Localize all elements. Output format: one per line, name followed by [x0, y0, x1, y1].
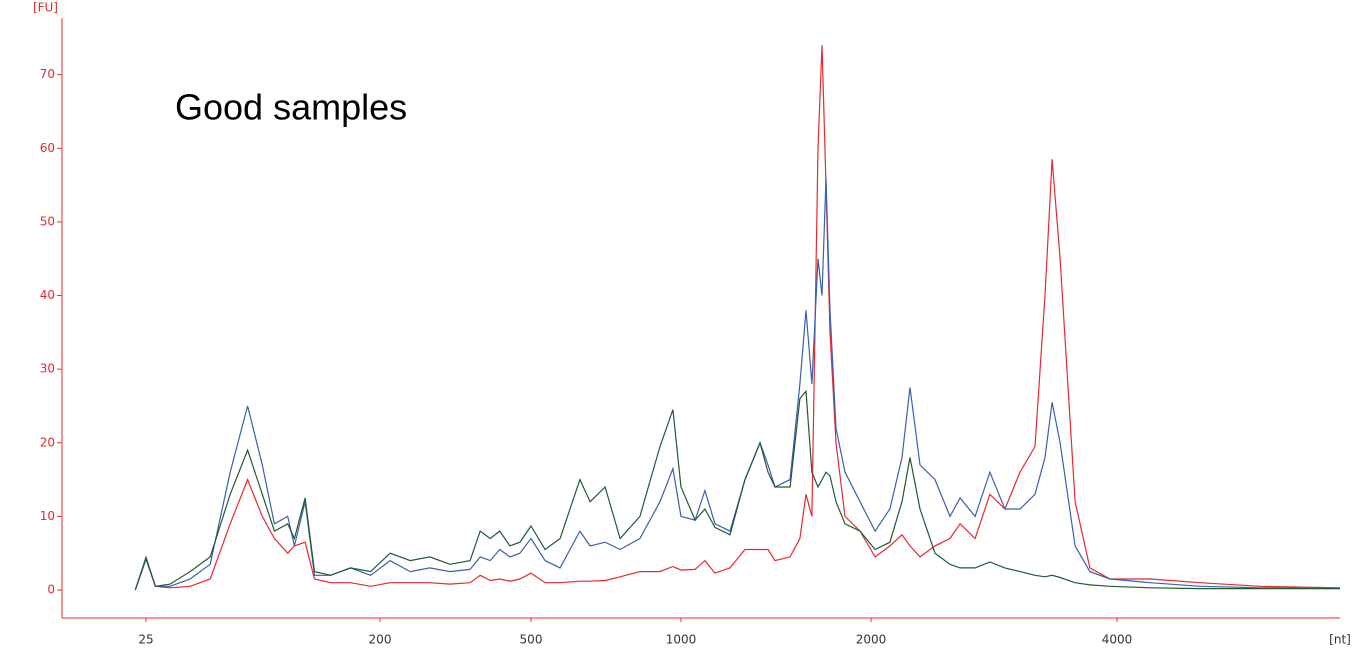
trace [135, 391, 1340, 590]
y-axis-label: [FU] [33, 1, 58, 15]
x-tick-label: 500 [520, 633, 543, 647]
chart-title: Good samples [175, 87, 407, 128]
x-tick-label: 25 [138, 633, 153, 647]
x-tick-label: 2000 [856, 633, 887, 647]
y-tick-label: 10 [40, 509, 55, 523]
trace [135, 178, 1340, 590]
x-tick-label: 1000 [666, 633, 697, 647]
y-tick-label: 60 [40, 141, 55, 155]
y-tick-label: 20 [40, 435, 55, 449]
y-tick-label: 0 [47, 583, 55, 597]
x-tick-label: 200 [369, 633, 392, 647]
x-axis-label: [nt] [1329, 633, 1351, 647]
chart: Good samples [FU] [nt] 0 10 20 30 40 50 60 70 25… [0, 0, 1365, 658]
x-tick-label: 4000 [1102, 633, 1133, 647]
y-tick-label: 30 [40, 362, 55, 376]
y-tick-label: 40 [40, 288, 55, 302]
y-tick-label: 50 [40, 214, 55, 228]
y-tick-label: 70 [40, 67, 55, 81]
